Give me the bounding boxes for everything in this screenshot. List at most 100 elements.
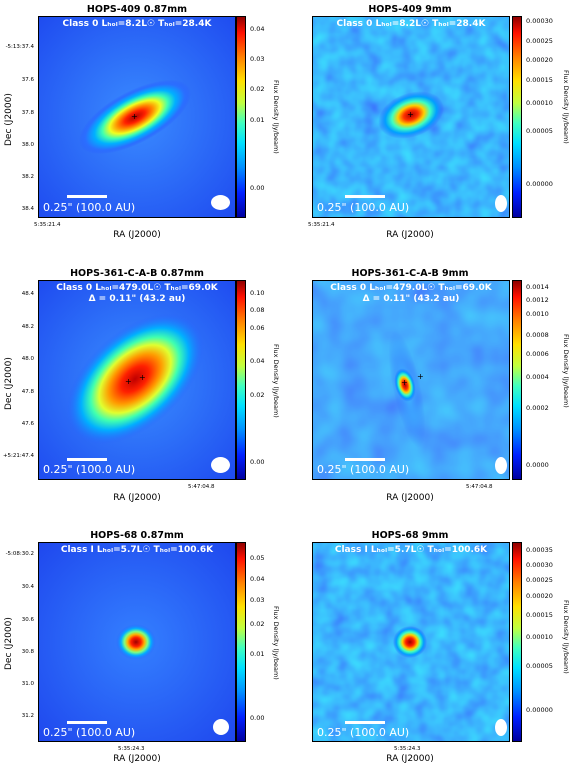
y-tick: 30.6 — [21, 617, 34, 623]
panel-title: HOPS-361-C-A-B 9mm — [351, 268, 469, 279]
panel-title: HOPS-68 9mm — [371, 530, 449, 541]
colorbar-tick: 0.05 — [250, 554, 265, 562]
panel-title: HOPS-68 0.87mm — [90, 530, 184, 541]
scale-bar — [345, 195, 385, 198]
image-map: Class 0 Lₕₒₗ=8.2L☉ Tₕₒₗ=28.4K + 0.25" (1… — [312, 16, 510, 218]
y-tick: 38.4 — [21, 206, 34, 212]
y-axis-label: Dec (J2000) — [4, 357, 14, 410]
y-tick: 37.8 — [21, 110, 34, 116]
colorbar — [236, 280, 246, 480]
colorbar — [512, 542, 522, 742]
x-axis-label: RA (J2000) — [386, 230, 434, 240]
emission-map — [313, 17, 509, 217]
colorbar-tick: 0.06 — [250, 324, 265, 332]
source-info: Class 0 Lₕₒₗ=479.0L☉ Tₕₒₗ=69.0K — [56, 283, 218, 293]
colorbar-label: Flux Density (Jy/beam) — [272, 344, 280, 418]
colorbar-tick: 0.04 — [250, 357, 265, 365]
panel-title: HOPS-409 0.87mm — [86, 4, 188, 15]
colorbar-tick: 0.0012 — [526, 296, 549, 304]
colorbar-tick: 0.0006 — [526, 350, 549, 358]
image-map: Class I Lₕₒₗ=5.7L☉ Tₕₒₗ=100.6K 0.25" (10… — [312, 542, 510, 742]
colorbar-tick: 0.03 — [250, 596, 265, 604]
source-info: Class 0 Lₕₒₗ=479.0L☉ Tₕₒₗ=69.0K — [330, 283, 492, 293]
y-tick: 37.6 — [21, 77, 34, 83]
source-marker-a: + — [125, 377, 132, 386]
colorbar-tick: 0.00030 — [526, 17, 553, 25]
beam-ellipse — [211, 195, 230, 210]
colorbar-tick: 0.00010 — [526, 99, 553, 107]
colorbar-tick: 0.0000 — [526, 461, 549, 469]
source-info: Class 0 Lₕₒₗ=8.2L☉ Tₕₒₗ=28.4K — [62, 19, 212, 29]
colorbar-tick: 0.00030 — [526, 561, 553, 569]
y-tick: 30.4 — [21, 584, 34, 590]
y-tick: 48.2 — [21, 324, 34, 330]
colorbar-tick: 0.00005 — [526, 662, 553, 670]
beam-ellipse — [213, 719, 229, 735]
x-tick: 5:35:21.4 — [34, 222, 61, 228]
colorbar-tick: 0.0002 — [526, 404, 549, 412]
source-marker: + — [131, 112, 138, 121]
beam-ellipse — [495, 457, 507, 474]
y-tick: -5:13:37.4 — [5, 44, 34, 50]
source-info: Class 0 Lₕₒₗ=8.2L☉ Tₕₒₗ=28.4K — [336, 19, 486, 29]
colorbar-tick: 0.00020 — [526, 56, 553, 64]
source-marker-a: + — [401, 378, 408, 387]
colorbar-tick: 0.00 — [250, 184, 265, 192]
x-tick: 5:47:04.8 — [188, 484, 215, 490]
colorbar-label: Flux Density (Jy/beam) — [272, 606, 280, 680]
colorbar-tick: 0.00 — [250, 458, 265, 466]
emission-map — [313, 281, 509, 479]
y-tick: 47.8 — [21, 389, 34, 395]
scale-bar — [345, 721, 385, 724]
separation-info: Δ = 0.11" (43.2 au) — [362, 294, 460, 304]
image-map: Class 0 Lₕₒₗ=8.2L☉ Tₕₒₗ=28.4K + 0.25" (1… — [38, 16, 236, 218]
colorbar-tick: 0.0004 — [526, 373, 549, 381]
x-axis-label: RA (J2000) — [113, 754, 161, 764]
scale-label: 0.25" (100.0 AU) — [317, 201, 410, 214]
y-axis-label: Dec (J2000) — [4, 93, 14, 146]
x-tick: 5:35:24.3 — [118, 746, 145, 752]
colorbar-tick: 0.03 — [250, 55, 265, 63]
colorbar-label: Flux Density (Jy/beam) — [272, 80, 280, 154]
colorbar-tick: 0.02 — [250, 620, 265, 628]
colorbar-tick: 0.00010 — [526, 633, 553, 641]
y-tick: +5:21:47.4 — [2, 453, 34, 459]
y-tick: 30.8 — [21, 649, 34, 655]
colorbar-label: Flux Density (Jy/beam) — [562, 600, 570, 674]
panel-title: HOPS-409 9mm — [368, 4, 452, 15]
scale-label: 0.25" (100.0 AU) — [43, 726, 136, 739]
colorbar-label: Flux Density (Jy/beam) — [562, 70, 570, 144]
colorbar — [512, 16, 522, 218]
colorbar-tick: 0.10 — [250, 289, 265, 297]
beam-ellipse — [495, 719, 507, 736]
scale-bar — [67, 458, 107, 461]
y-tick: 38.2 — [21, 174, 34, 180]
emission-map — [313, 543, 509, 741]
x-axis-label: RA (J2000) — [113, 493, 161, 503]
image-map: Class 0 Lₕₒₗ=479.0L☉ Tₕₒₗ=69.0K Δ = 0.11… — [38, 280, 236, 480]
colorbar-tick: 0.00000 — [526, 706, 553, 714]
x-axis-label: RA (J2000) — [386, 754, 434, 764]
colorbar-tick: 0.00005 — [526, 127, 553, 135]
y-tick: 48.4 — [21, 291, 34, 297]
x-axis-label: RA (J2000) — [386, 493, 434, 503]
colorbar-tick: 0.04 — [250, 575, 265, 583]
x-tick: 5:35:24.3 — [394, 746, 421, 752]
colorbar-tick: 0.0010 — [526, 310, 549, 318]
source-marker-b: + — [417, 372, 424, 381]
colorbar-tick: 0.01 — [250, 116, 265, 124]
colorbar-tick: 0.00020 — [526, 592, 553, 600]
colorbar-tick: 0.08 — [250, 306, 265, 314]
scale-bar — [67, 721, 107, 724]
x-tick: 5:35:21.4 — [308, 222, 335, 228]
panel-title: HOPS-361-C-A-B 0.87mm — [70, 268, 204, 279]
colorbar-tick: 0.00000 — [526, 180, 553, 188]
y-tick: 48.0 — [21, 356, 34, 362]
colorbar-tick: 0.0014 — [526, 283, 549, 291]
colorbar — [236, 16, 246, 218]
image-map: Class 0 Lₕₒₗ=479.0L☉ Tₕₒₗ=69.0K Δ = 0.11… — [312, 280, 510, 480]
source-marker: + — [407, 110, 414, 119]
colorbar-tick: 0.02 — [250, 391, 265, 399]
y-tick: 31.0 — [21, 681, 34, 687]
beam-ellipse — [495, 195, 507, 212]
